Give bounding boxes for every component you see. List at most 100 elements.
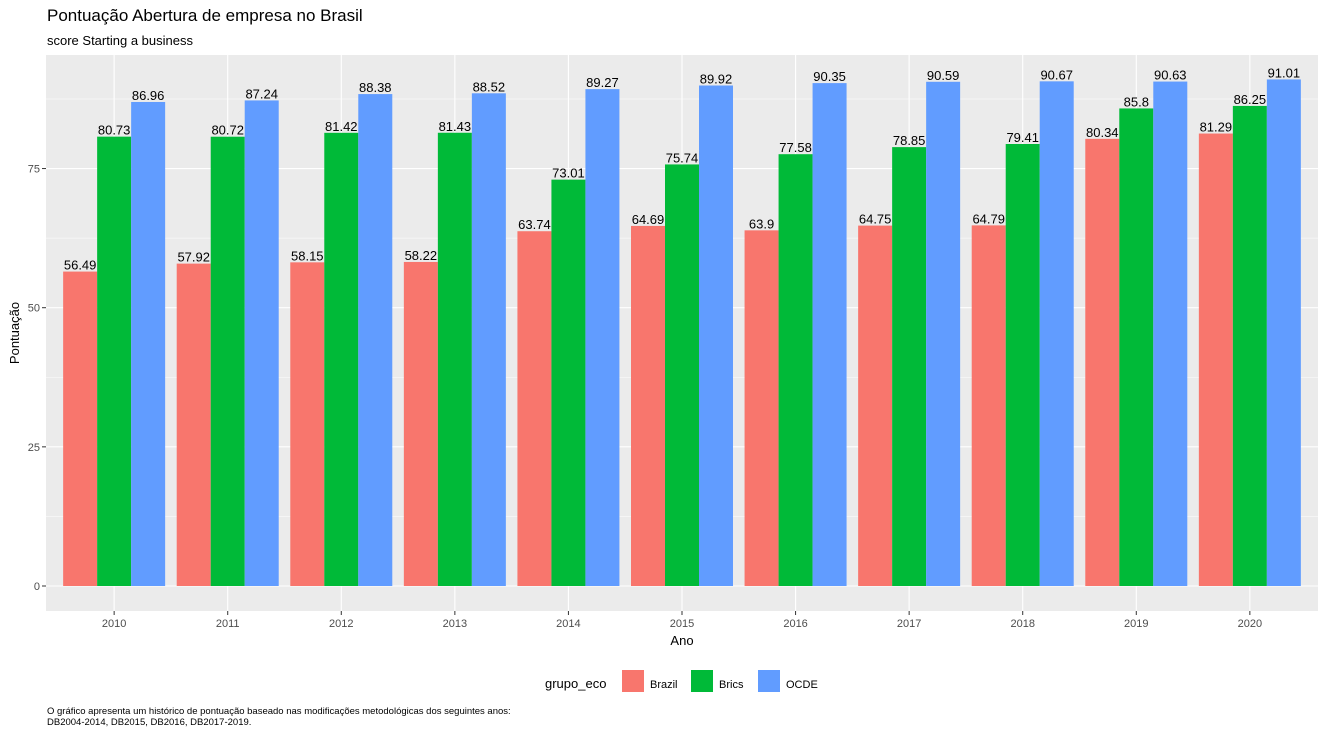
data-label-brics-2016: 77.58 xyxy=(779,140,812,155)
data-label-group: 56.49 80.73 86.96 57.92 80.72 87.24 58.15 81.42… xyxy=(64,65,1300,272)
bar-brics-2010 xyxy=(97,136,132,587)
x-tick-label: 2012 xyxy=(329,618,353,630)
data-label-brics-2011: 80.72 xyxy=(211,123,244,138)
bar-ocde-2017 xyxy=(926,81,961,586)
bar-brazil-2019 xyxy=(1085,138,1120,586)
data-label-brics-2020: 86.25 xyxy=(1234,92,1267,107)
data-label-ocde-2012: 88.38 xyxy=(359,80,392,95)
x-axis-ticks: 2010 2011 2012 2013 2014 2015 2016 2017 2018 2019… xyxy=(102,611,1262,630)
x-tick-label: 2019 xyxy=(1124,618,1148,630)
bar-ocde-2013 xyxy=(471,93,506,587)
data-label-ocde-2017: 90.59 xyxy=(927,68,960,83)
bar-brazil-2015 xyxy=(631,225,665,586)
legend: grupo_eco Brazil Brics OCDE xyxy=(545,670,818,692)
bar-brazil-2012 xyxy=(290,262,325,586)
x-tick-label: 2015 xyxy=(670,618,694,630)
bar-brics-2015 xyxy=(665,164,699,587)
x-tick-label: 2014 xyxy=(556,618,580,630)
bar-brazil-2013 xyxy=(403,261,438,586)
bar-ocde-2019 xyxy=(1153,81,1188,587)
bar-brics-2017 xyxy=(892,147,927,586)
data-label-brics-2018: 79.41 xyxy=(1006,130,1039,145)
x-tick-label: 2017 xyxy=(897,618,921,630)
bar-ocde-2012 xyxy=(358,94,393,587)
data-label-brazil-2019: 80.34 xyxy=(1086,125,1119,140)
bar-brics-2020 xyxy=(1232,105,1267,587)
bar-brazil-2020 xyxy=(1198,133,1233,586)
x-tick-label: 2010 xyxy=(102,618,126,630)
bar-ocde-2016 xyxy=(812,83,847,586)
data-label-ocde-2019: 90.63 xyxy=(1154,68,1187,83)
bar-group xyxy=(63,79,1301,587)
bar-brics-2011 xyxy=(210,136,245,587)
x-tick-label: 2011 xyxy=(216,618,240,630)
bar-brics-2014 xyxy=(551,179,586,586)
data-label-brazil-2014: 63.74 xyxy=(518,217,551,232)
x-tick-label: 2016 xyxy=(783,618,807,630)
data-label-brics-2013: 81.43 xyxy=(439,119,472,134)
legend-swatch-ocde xyxy=(758,670,780,692)
caption-line-2: DB2004-2014, DB2015, DB2016, DB2017-2019… xyxy=(47,717,251,728)
bar-brics-2016 xyxy=(778,154,813,587)
data-label-brics-2015: 75.74 xyxy=(666,150,699,165)
chart-title: Pontuação Abertura de empresa no Brasil xyxy=(47,6,363,25)
data-label-ocde-2011: 87.24 xyxy=(245,86,278,101)
data-label-brazil-2015: 64.69 xyxy=(632,212,665,227)
data-label-brics-2014: 73.01 xyxy=(552,166,585,181)
x-tick-label: 2020 xyxy=(1238,618,1262,630)
legend-title: grupo_eco xyxy=(545,676,606,691)
bar-brazil-2018 xyxy=(971,225,1006,587)
data-label-brazil-2016: 63.9 xyxy=(749,216,774,231)
bar-ocde-2020 xyxy=(1266,79,1301,586)
data-label-brazil-2020: 81.29 xyxy=(1200,120,1233,135)
data-label-brazil-2010: 56.49 xyxy=(64,258,97,273)
data-label-ocde-2020: 91.01 xyxy=(1268,65,1301,80)
bar-brazil-2011 xyxy=(176,263,211,586)
data-label-brics-2010: 80.73 xyxy=(98,123,131,138)
legend-label-ocde: OCDE xyxy=(786,679,818,691)
chart-subtitle: score Starting a business xyxy=(47,33,193,48)
legend-label-brics: Brics xyxy=(719,679,744,691)
data-label-brazil-2017: 64.75 xyxy=(859,212,892,227)
legend-swatch-brazil xyxy=(622,670,644,692)
data-label-ocde-2013: 88.52 xyxy=(473,79,506,94)
y-axis-ticks: 0 25 50 75 xyxy=(28,164,46,593)
y-tick-label: 50 xyxy=(28,303,40,315)
bar-brics-2012 xyxy=(324,132,359,586)
caption-line-1: O gráfico apresenta um histórico de pont… xyxy=(47,706,511,717)
data-label-ocde-2016: 90.35 xyxy=(813,69,846,84)
data-label-brics-2017: 78.85 xyxy=(893,133,926,148)
bar-ocde-2018 xyxy=(1039,81,1074,586)
bar-brics-2018 xyxy=(1005,144,1040,586)
x-tick-label: 2013 xyxy=(443,618,467,630)
data-label-brics-2019: 85.8 xyxy=(1124,94,1149,109)
bar-ocde-2014 xyxy=(585,89,620,587)
bar-brazil-2010 xyxy=(63,271,98,586)
data-label-brazil-2013: 58.22 xyxy=(405,248,438,263)
legend-label-brazil: Brazil xyxy=(650,679,678,691)
bar-brics-2013 xyxy=(437,132,472,586)
data-label-ocde-2010: 86.96 xyxy=(132,88,165,103)
bar-ocde-2010 xyxy=(131,101,166,586)
bar-brazil-2017 xyxy=(858,225,893,586)
y-axis-title: Pontuação xyxy=(7,302,22,364)
data-label-brazil-2011: 57.92 xyxy=(177,250,210,265)
data-label-brazil-2018: 64.79 xyxy=(972,211,1005,226)
data-label-ocde-2018: 90.67 xyxy=(1040,67,1073,82)
legend-swatch-brics xyxy=(691,670,713,692)
bar-brics-2019 xyxy=(1119,108,1154,587)
data-label-ocde-2014: 89.27 xyxy=(586,75,619,90)
y-tick-label: 75 xyxy=(28,164,40,176)
data-label-brazil-2012: 58.15 xyxy=(291,248,324,263)
x-tick-label: 2018 xyxy=(1010,618,1034,630)
x-axis-title: Ano xyxy=(670,633,693,648)
data-label-brics-2012: 81.42 xyxy=(325,119,358,134)
bar-ocde-2015 xyxy=(699,85,733,586)
y-tick-label: 0 xyxy=(34,581,40,593)
bar-brazil-2016 xyxy=(744,230,779,587)
bar-brazil-2014 xyxy=(517,231,552,587)
y-tick-label: 25 xyxy=(28,442,40,454)
data-label-ocde-2015: 89.92 xyxy=(700,72,733,87)
